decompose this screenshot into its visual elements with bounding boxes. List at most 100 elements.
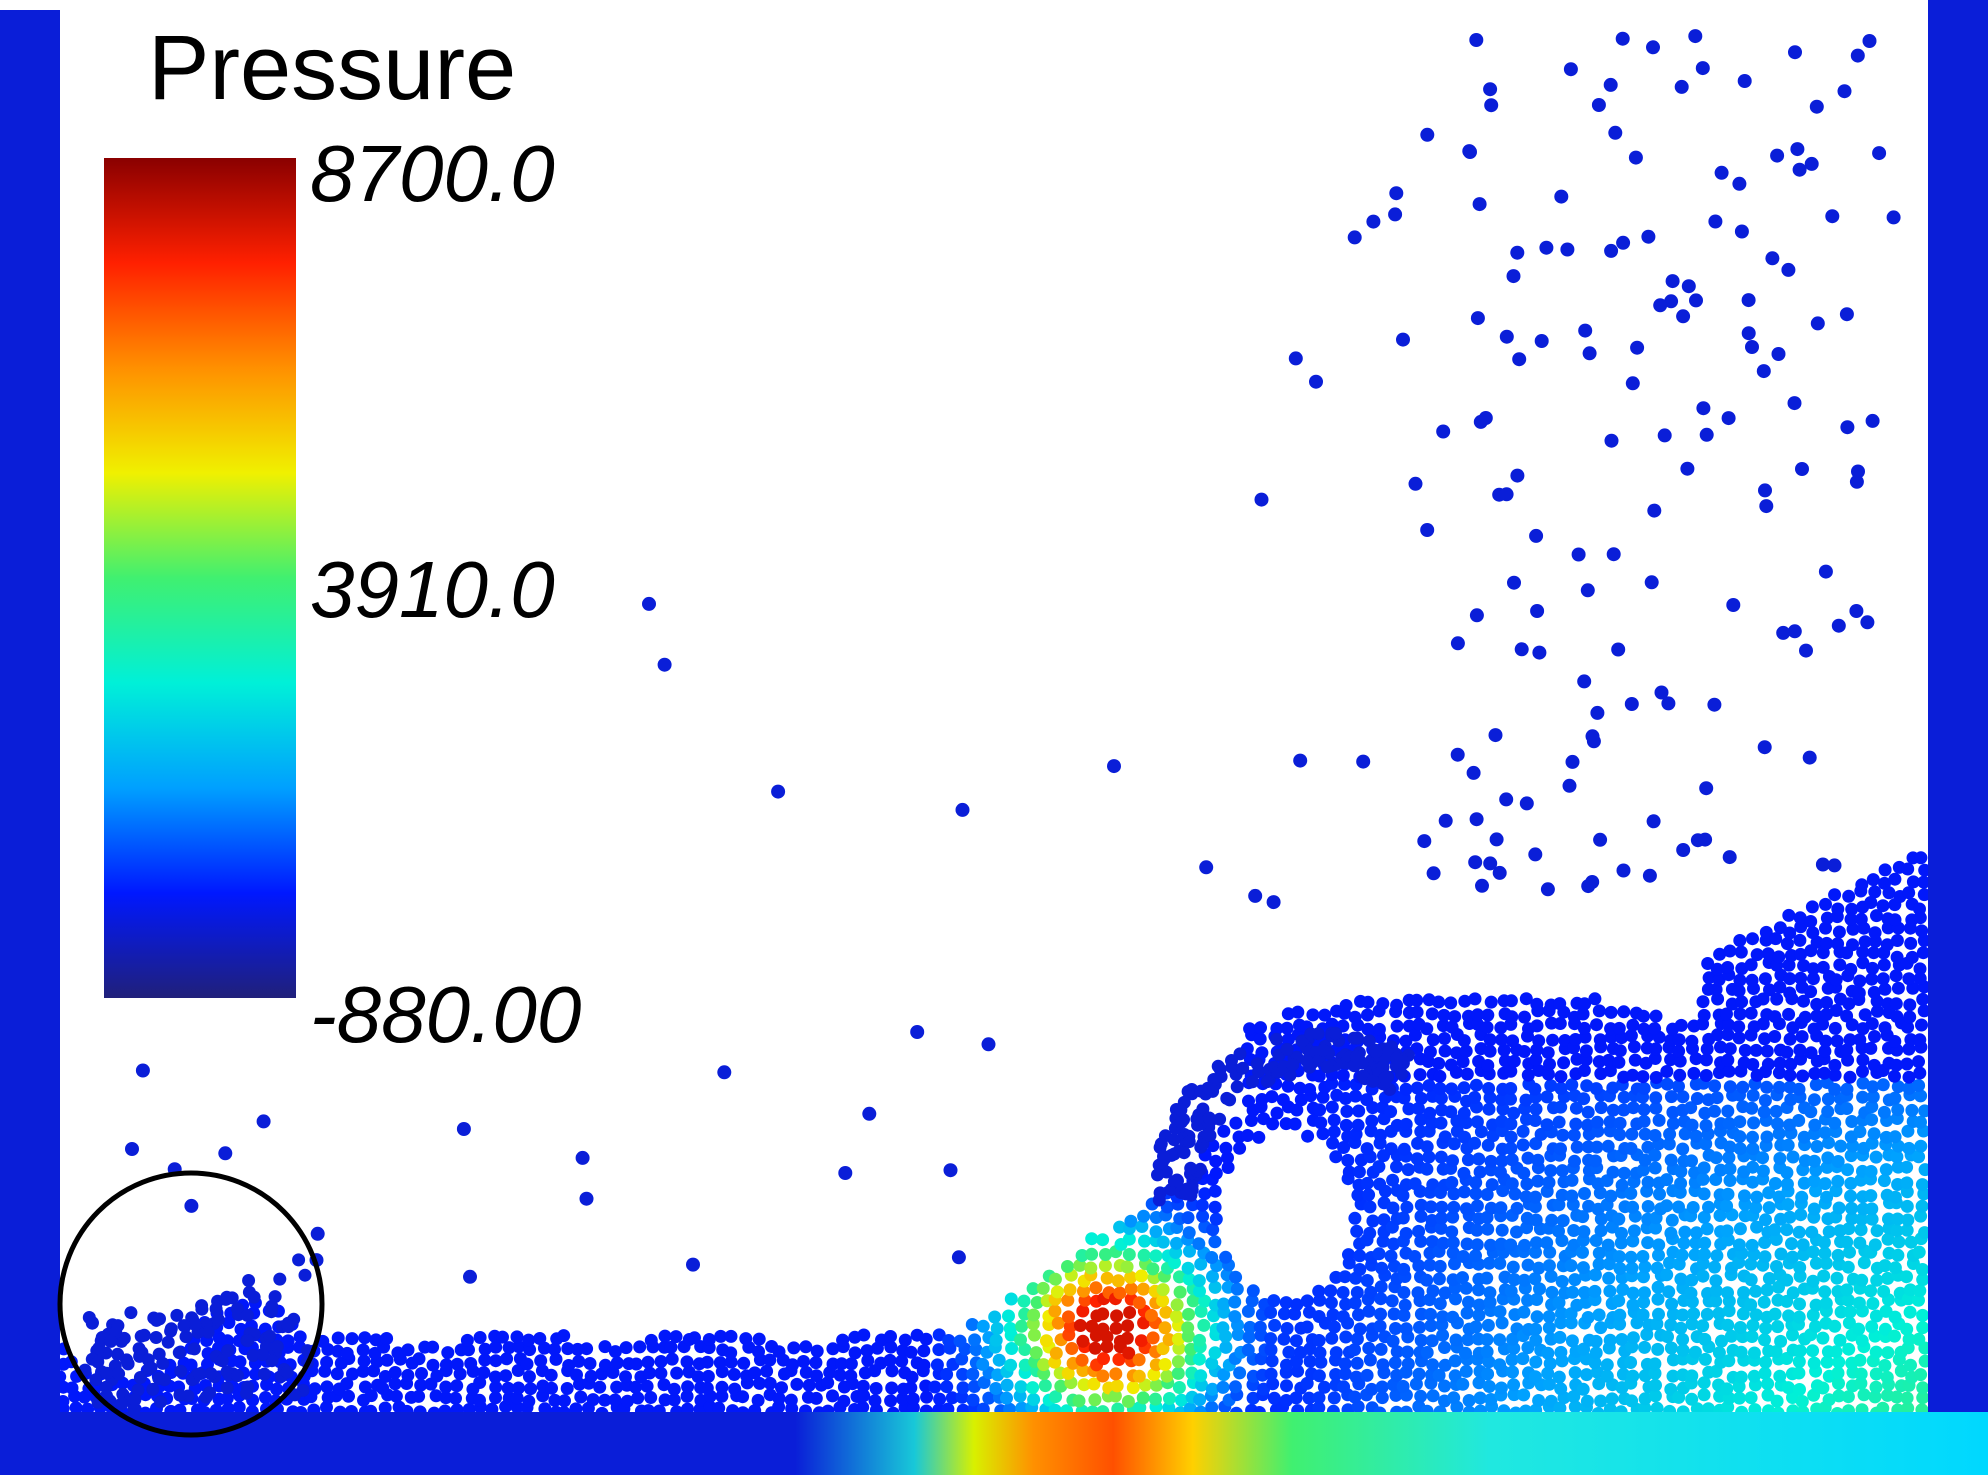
particle <box>1792 1082 1806 1096</box>
particle <box>1901 1401 1915 1415</box>
particle <box>919 1332 933 1346</box>
particle <box>1809 99 1824 114</box>
particle <box>1857 1388 1871 1402</box>
particle <box>1325 1331 1339 1345</box>
particle <box>1759 925 1773 939</box>
particle <box>1483 1295 1497 1309</box>
particle <box>657 657 672 672</box>
particle <box>292 1253 306 1267</box>
particle <box>1905 1103 1919 1117</box>
particle <box>1890 1390 1904 1404</box>
particle <box>1903 1305 1917 1319</box>
particle <box>1590 1018 1603 1032</box>
particle <box>1457 1185 1471 1199</box>
particle <box>1913 1033 1927 1047</box>
particle <box>1843 1245 1856 1259</box>
particle <box>1780 1223 1794 1237</box>
particle <box>1085 1247 1099 1261</box>
particle <box>1216 1321 1230 1335</box>
particle <box>1417 834 1432 849</box>
particle <box>1614 1236 1628 1250</box>
particle <box>1295 1034 1309 1048</box>
particle <box>1266 1117 1280 1131</box>
particle <box>1637 1082 1651 1095</box>
particle <box>1756 1164 1770 1178</box>
particle <box>1481 1008 1495 1022</box>
particle <box>1888 1190 1902 1204</box>
particle <box>441 1346 455 1360</box>
particle <box>1051 1316 1065 1330</box>
particle <box>1662 1137 1676 1151</box>
particle <box>1772 1066 1786 1080</box>
particle <box>1387 1237 1400 1251</box>
particle <box>1329 1026 1342 1040</box>
particle <box>1792 1366 1806 1380</box>
particle <box>1770 1394 1784 1408</box>
particle <box>1233 1141 1247 1155</box>
particle <box>885 1381 899 1395</box>
particle <box>1699 781 1714 796</box>
particle <box>1696 1269 1710 1283</box>
particle <box>1241 1343 1255 1357</box>
particle <box>1723 1162 1737 1176</box>
particle <box>1478 411 1493 425</box>
particle <box>1648 1357 1662 1371</box>
particle <box>658 1329 672 1343</box>
particle <box>1384 1142 1398 1156</box>
particle <box>752 1345 765 1359</box>
particle <box>1690 1402 1704 1416</box>
particle <box>1638 1340 1651 1354</box>
particle <box>1818 1285 1832 1299</box>
particle <box>1868 926 1882 940</box>
particle <box>835 1357 849 1371</box>
particle <box>1553 997 1567 1011</box>
particle <box>104 1334 118 1348</box>
particle <box>1170 1236 1183 1250</box>
particle <box>1817 1236 1831 1249</box>
particle <box>1820 911 1834 925</box>
particle <box>1747 1346 1761 1360</box>
particle <box>1569 1101 1583 1115</box>
particle <box>1352 1308 1365 1322</box>
particle <box>1181 1261 1195 1275</box>
particle <box>1806 1344 1820 1358</box>
particle <box>1769 932 1783 946</box>
particle <box>1270 1022 1284 1035</box>
particle <box>1362 1034 1376 1048</box>
particle <box>1110 1379 1124 1393</box>
particle <box>1741 326 1756 341</box>
particle <box>1649 1091 1663 1105</box>
particle <box>1832 1389 1846 1403</box>
particle <box>1528 1082 1542 1096</box>
particle <box>1868 1390 1882 1404</box>
particle <box>1171 1366 1185 1380</box>
particle <box>1100 1271 1114 1285</box>
particle <box>619 1341 633 1355</box>
particle <box>345 1332 359 1346</box>
particle <box>1156 1235 1170 1249</box>
particle <box>1481 1138 1495 1152</box>
particle <box>821 1376 835 1390</box>
particle <box>1793 1043 1807 1057</box>
particle <box>1557 1056 1571 1070</box>
particle <box>1160 1369 1174 1383</box>
particle <box>1576 1007 1590 1021</box>
particle <box>1063 1320 1077 1334</box>
particle <box>1264 1343 1278 1357</box>
particle <box>1542 1176 1556 1189</box>
particle <box>1842 1222 1856 1236</box>
particle <box>802 1378 816 1392</box>
particle <box>1236 1061 1250 1075</box>
particle <box>1173 1285 1187 1299</box>
particle <box>1918 1226 1932 1240</box>
particle <box>1844 962 1858 976</box>
particle <box>1504 1082 1518 1095</box>
particle <box>1363 1353 1377 1367</box>
particle <box>1496 1184 1510 1198</box>
particle <box>1375 1391 1389 1405</box>
particle <box>1444 1058 1458 1072</box>
particle <box>1636 1308 1650 1322</box>
particle <box>1902 886 1916 900</box>
particle <box>1097 1352 1110 1366</box>
particle <box>1470 1238 1484 1252</box>
